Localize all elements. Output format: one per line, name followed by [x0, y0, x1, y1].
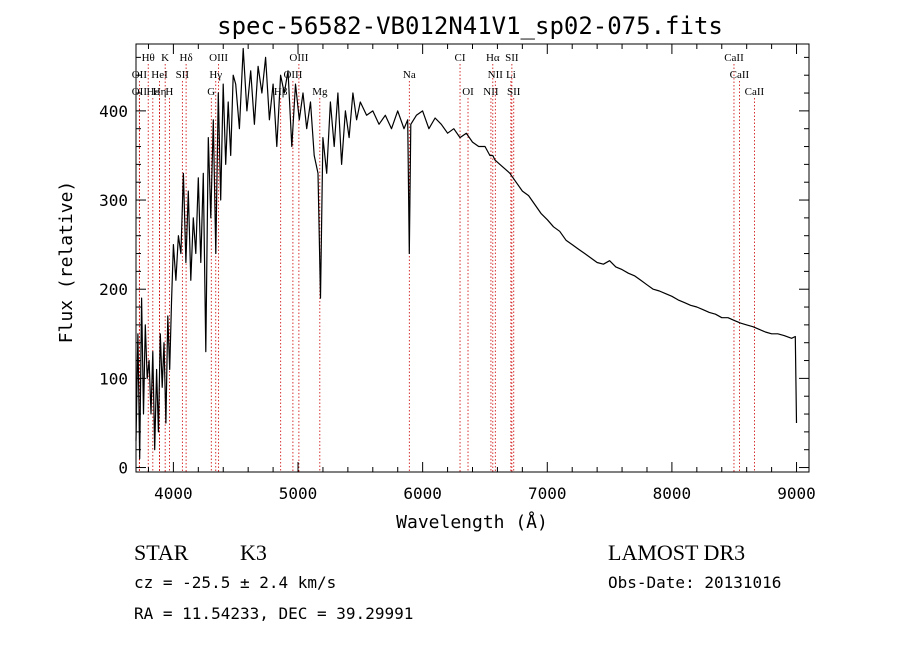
- line-label: CaII: [745, 86, 765, 98]
- line-label: Hδ: [180, 52, 193, 64]
- line-label: NII: [488, 69, 504, 81]
- redshift-velocity: cz = -25.5 ± 2.4 km/s: [134, 573, 336, 592]
- line-label: Hγ: [209, 69, 222, 81]
- line-label: Na: [403, 69, 416, 81]
- line-label: Hη: [153, 86, 167, 98]
- line-label: OIII: [209, 52, 228, 64]
- x-tick-label: 7000: [528, 484, 567, 503]
- y-tick-label: 300: [99, 191, 128, 210]
- spectrum-line: [135, 47, 798, 460]
- survey-name: LAMOST DR3: [608, 540, 745, 565]
- line-label: HeI: [151, 69, 168, 81]
- x-tick-label: 4000: [154, 484, 193, 503]
- x-tick-label: 8000: [653, 484, 692, 503]
- y-tick-label: 400: [99, 102, 128, 121]
- subclass: K3: [240, 540, 267, 565]
- line-label: Mg: [312, 86, 328, 98]
- line-label: OII: [132, 86, 148, 98]
- x-axis-label: Wavelength (Å): [396, 511, 548, 533]
- y-axis: 0 100 200 300 400: [99, 56, 809, 478]
- line-label: SII: [507, 86, 521, 98]
- plot-frame: [135, 43, 810, 473]
- y-tick-label: 100: [99, 369, 128, 388]
- line-label: Hα: [486, 52, 500, 64]
- line-label: Hθ: [142, 52, 155, 64]
- coordinates: RA = 11.54233, DEC = 39.29991: [134, 604, 413, 623]
- line-label: G: [207, 86, 215, 98]
- x-tick-label: 5000: [279, 484, 318, 503]
- y-tick-label: 0: [118, 459, 128, 478]
- object-type: STAR: [134, 540, 189, 565]
- y-axis-label: Flux (relative): [56, 181, 77, 344]
- x-axis: 4000 5000 6000 7000 8000 9000: [147, 44, 816, 503]
- line-label: CaII: [724, 52, 744, 64]
- chart-title: spec-56582-VB012N41V1_sp02-075.fits: [217, 12, 723, 40]
- line-label: OI: [462, 86, 474, 98]
- line-label: Hε: [147, 86, 160, 98]
- line-label: OIII: [289, 52, 308, 64]
- line-label: K: [161, 52, 169, 64]
- line-label: SII: [505, 52, 519, 64]
- line-label: H: [165, 86, 173, 98]
- line-label: Li: [506, 69, 516, 81]
- x-tick-label: 9000: [777, 484, 816, 503]
- line-label: CI: [455, 52, 466, 64]
- observation-date: Obs-Date: 20131016: [608, 573, 781, 592]
- x-tick-label: 6000: [403, 484, 442, 503]
- line-label: SII: [176, 69, 190, 81]
- line-label: NII: [483, 86, 499, 98]
- y-tick-label: 200: [99, 280, 128, 299]
- line-label: CaII: [730, 69, 750, 81]
